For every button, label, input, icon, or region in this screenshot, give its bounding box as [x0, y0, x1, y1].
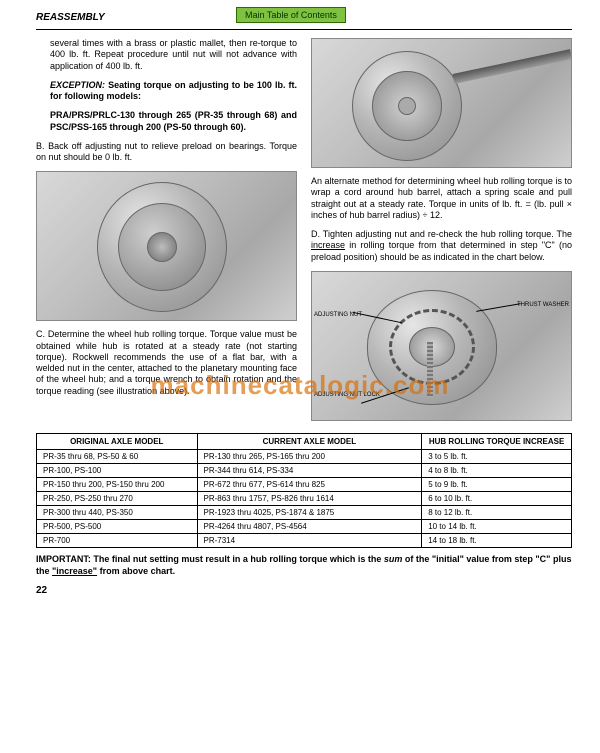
- para-models: PRA/PRS/PRLC-130 through 265 (PR-35 thro…: [36, 110, 297, 133]
- table-cell: 10 to 14 lb. ft.: [422, 520, 572, 534]
- alt-method-para: An alternate method for determining whee…: [311, 176, 572, 221]
- table-cell: PR-672 thru 677, PS-614 thru 825: [197, 478, 422, 492]
- table-cell: 5 to 9 lb. ft.: [422, 478, 572, 492]
- hub-wrench-photo: [311, 38, 572, 168]
- step-b-text: Back off adjusting nut to relieve preloa…: [36, 141, 297, 162]
- step-c-lead: C.: [36, 329, 45, 339]
- body-columns: several times with a brass or plastic ma…: [36, 38, 572, 427]
- table-cell: PR-500, PS-500: [37, 520, 198, 534]
- table-row: PR-150 thru 200, PS-150 thru 200 PR-672 …: [37, 478, 572, 492]
- table-cell: PR-130 thru 265, PS-165 thru 200: [197, 450, 422, 464]
- table-cell: PR-4264 thru 4807, PS-4564: [197, 520, 422, 534]
- step-d-lead: D.: [311, 229, 320, 239]
- table-cell: 6 to 10 lb. ft.: [422, 492, 572, 506]
- step-d-text-b: in rolling torque from that determined i…: [311, 240, 572, 261]
- torque-table: ORIGINAL AXLE MODEL CURRENT AXLE MODEL H…: [36, 433, 572, 549]
- table-cell: 3 to 5 lb. ft.: [422, 450, 572, 464]
- hub-side-photo: [36, 171, 297, 321]
- table-header: CURRENT AXLE MODEL: [197, 433, 422, 450]
- step-d-text-a: Tighten adjusting nut and re-check the h…: [320, 229, 572, 239]
- step-d: D. Tighten adjusting nut and re-check th…: [311, 229, 572, 263]
- table-header-row: ORIGINAL AXLE MODEL CURRENT AXLE MODEL H…: [37, 433, 572, 450]
- torque-wrench-icon: [453, 49, 572, 84]
- table-row: PR-250, PS-250 thru 270 PR-863 thru 1757…: [37, 492, 572, 506]
- hub-exploded-photo: ADJUSTING NUT THRUST WASHER ADJUSTING NU…: [311, 271, 572, 421]
- table-cell: PR-300 thru 440, PS-350: [37, 506, 198, 520]
- table-cell: 14 to 18 lb. ft.: [422, 534, 572, 548]
- page-container: REASSEMBLY Main Table of Contents severa…: [0, 0, 600, 604]
- label-nut-lock: ADJUSTING NUT LOCK: [314, 392, 380, 399]
- label-thrust-washer: THRUST WASHER: [517, 302, 569, 309]
- table-cell: PR-100, PS-100: [37, 464, 198, 478]
- page-number: 22: [36, 585, 572, 596]
- table-cell: PR-1923 thru 4025, PS-1874 & 1875: [197, 506, 422, 520]
- important-lead: IMPORTANT:: [36, 554, 91, 564]
- important-note: IMPORTANT: The final nut setting must re…: [36, 554, 572, 577]
- step-b-lead: B.: [36, 141, 45, 151]
- step-c: C. Determine the wheel hub rolling torqu…: [36, 329, 297, 397]
- step-c-text: Determine the wheel hub rolling torque. …: [36, 329, 297, 395]
- table-header: ORIGINAL AXLE MODEL: [37, 433, 198, 450]
- table-cell: PR-863 thru 1757, PS-826 thru 1614: [197, 492, 422, 506]
- table-cell: PR-250, PS-250 thru 270: [37, 492, 198, 506]
- important-em1: sum: [384, 554, 403, 564]
- table-cell: PR-700: [37, 534, 198, 548]
- table-row: PR-300 thru 440, PS-350 PR-1923 thru 402…: [37, 506, 572, 520]
- table-row: PR-500, PS-500 PR-4264 thru 4807, PS-456…: [37, 520, 572, 534]
- table-cell: PR-35 thru 68, PS-50 & 60: [37, 450, 198, 464]
- exception-lead: EXCEPTION:: [50, 80, 105, 90]
- table-row: PR-100, PS-100 PR-344 thru 614, PS-334 4…: [37, 464, 572, 478]
- table-header: HUB ROLLING TORQUE INCREASE: [422, 433, 572, 450]
- table-cell: 8 to 12 lb. ft.: [422, 506, 572, 520]
- table-row: PR-35 thru 68, PS-50 & 60 PR-130 thru 26…: [37, 450, 572, 464]
- table-cell: PR-150 thru 200, PS-150 thru 200: [37, 478, 198, 492]
- left-column: several times with a brass or plastic ma…: [36, 38, 297, 427]
- para-mallet: several times with a brass or plastic ma…: [36, 38, 297, 72]
- section-title: REASSEMBLY: [36, 12, 105, 23]
- toc-button[interactable]: Main Table of Contents: [236, 7, 346, 23]
- right-column: An alternate method for determining whee…: [311, 38, 572, 427]
- para-exception: EXCEPTION: Seating torque on adjusting t…: [36, 80, 297, 103]
- page-header: REASSEMBLY Main Table of Contents: [36, 12, 572, 30]
- important-c: from above chart.: [97, 566, 175, 576]
- important-a: The final nut setting must result in a h…: [91, 554, 384, 564]
- step-b: B. Back off adjusting nut to relieve pre…: [36, 141, 297, 164]
- important-em2: "increase": [52, 566, 97, 576]
- table-cell: PR-344 thru 614, PS-334: [197, 464, 422, 478]
- step-d-underline: increase: [311, 240, 345, 250]
- table-cell: 4 to 8 lb. ft.: [422, 464, 572, 478]
- table-cell: PR-7314: [197, 534, 422, 548]
- spline-shaft-icon: [427, 342, 433, 397]
- table-row: PR-700 PR-7314 14 to 18 lb. ft.: [37, 534, 572, 548]
